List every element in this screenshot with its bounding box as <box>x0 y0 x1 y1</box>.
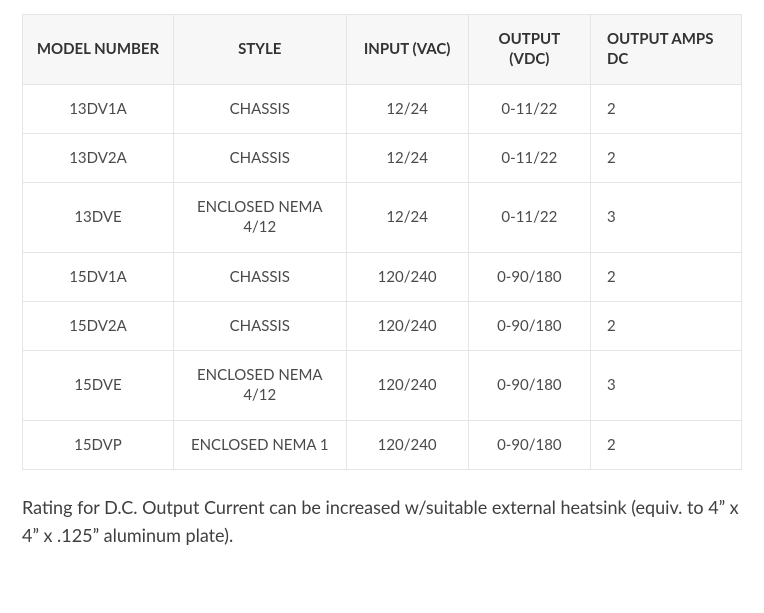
cell-amps: 2 <box>590 252 741 301</box>
cell-style: ENCLOSED NEMA 4/12 <box>173 183 346 253</box>
cell-style: CHASSIS <box>173 84 346 133</box>
col-style: STYLE <box>173 15 346 85</box>
table-header-row: MODEL NUMBER STYLE INPUT (VAC) OUTPUT (V… <box>23 15 742 85</box>
cell-amps: 3 <box>590 183 741 253</box>
cell-model: 15DVP <box>23 420 174 469</box>
cell-model: 15DV2A <box>23 301 174 350</box>
col-model-number: MODEL NUMBER <box>23 15 174 85</box>
cell-model: 13DV1A <box>23 84 174 133</box>
cell-style: CHASSIS <box>173 301 346 350</box>
cell-input: 120/240 <box>346 301 468 350</box>
col-input-vac: INPUT (VAC) <box>346 15 468 85</box>
cell-input: 12/24 <box>346 183 468 253</box>
col-output-vdc: OUTPUT (VDC) <box>468 15 590 85</box>
cell-output: 0-90/180 <box>468 252 590 301</box>
cell-output: 0-11/22 <box>468 183 590 253</box>
cell-input: 120/240 <box>346 252 468 301</box>
table-row: 15DVE ENCLOSED NEMA 4/12 120/240 0-90/18… <box>23 351 742 421</box>
cell-input: 120/240 <box>346 420 468 469</box>
cell-model: 15DVE <box>23 351 174 421</box>
cell-style: ENCLOSED NEMA 1 <box>173 420 346 469</box>
footer-note: Rating for D.C. Output Current can be in… <box>22 494 742 550</box>
cell-amps: 2 <box>590 420 741 469</box>
spec-table: MODEL NUMBER STYLE INPUT (VAC) OUTPUT (V… <box>22 14 742 470</box>
cell-model: 15DV1A <box>23 252 174 301</box>
table-row: 15DV2A CHASSIS 120/240 0-90/180 2 <box>23 301 742 350</box>
cell-style: CHASSIS <box>173 252 346 301</box>
cell-output: 0-11/22 <box>468 84 590 133</box>
cell-style: ENCLOSED NEMA 4/12 <box>173 351 346 421</box>
cell-input: 12/24 <box>346 133 468 182</box>
table-row: 13DV2A CHASSIS 12/24 0-11/22 2 <box>23 133 742 182</box>
table-row: 15DV1A CHASSIS 120/240 0-90/180 2 <box>23 252 742 301</box>
cell-input: 120/240 <box>346 351 468 421</box>
cell-amps: 3 <box>590 351 741 421</box>
col-output-amps-dc: OUTPUT AMPS DC <box>590 15 741 85</box>
cell-amps: 2 <box>590 301 741 350</box>
cell-output: 0-90/180 <box>468 351 590 421</box>
cell-output: 0-90/180 <box>468 420 590 469</box>
cell-output: 0-11/22 <box>468 133 590 182</box>
cell-model: 13DVE <box>23 183 174 253</box>
cell-amps: 2 <box>590 133 741 182</box>
cell-amps: 2 <box>590 84 741 133</box>
cell-output: 0-90/180 <box>468 301 590 350</box>
cell-style: CHASSIS <box>173 133 346 182</box>
table-row: 15DVP ENCLOSED NEMA 1 120/240 0-90/180 2 <box>23 420 742 469</box>
cell-model: 13DV2A <box>23 133 174 182</box>
cell-input: 12/24 <box>346 84 468 133</box>
table-row: 13DVE ENCLOSED NEMA 4/12 12/24 0-11/22 3 <box>23 183 742 253</box>
table-row: 13DV1A CHASSIS 12/24 0-11/22 2 <box>23 84 742 133</box>
